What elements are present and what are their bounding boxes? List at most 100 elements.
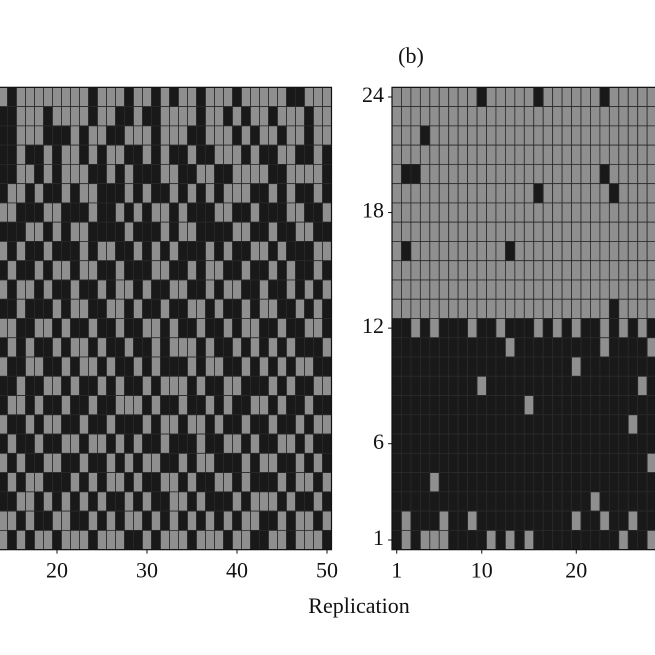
cell — [599, 529, 610, 551]
cell — [16, 279, 26, 300]
cell — [61, 510, 71, 531]
cell — [16, 125, 26, 146]
cell — [313, 452, 323, 473]
cell — [79, 279, 89, 300]
cell — [561, 510, 572, 531]
cell — [286, 395, 296, 416]
cell — [97, 183, 107, 204]
cell — [476, 298, 487, 319]
cell — [514, 183, 525, 204]
cell — [205, 260, 215, 281]
cell — [542, 279, 554, 300]
cell — [133, 395, 143, 416]
cell — [571, 356, 582, 377]
cell — [0, 298, 8, 319]
cell — [205, 356, 215, 377]
cell — [250, 510, 260, 531]
cell — [438, 337, 450, 358]
cell — [286, 279, 296, 300]
cell — [637, 106, 648, 127]
cell — [286, 414, 296, 435]
cell — [608, 529, 620, 551]
cell — [627, 395, 639, 416]
cell — [533, 318, 544, 339]
cell — [124, 86, 134, 108]
cell — [34, 433, 44, 454]
cell — [495, 202, 506, 223]
cell — [580, 337, 591, 358]
cell — [223, 279, 233, 300]
cell — [552, 529, 563, 551]
cell — [599, 491, 610, 512]
cell — [514, 356, 525, 377]
cell — [25, 202, 35, 223]
cell — [88, 318, 98, 339]
cell — [646, 375, 655, 396]
cell — [88, 202, 98, 223]
cell — [599, 144, 610, 165]
cell — [542, 375, 554, 396]
cell — [187, 279, 197, 300]
cell — [250, 221, 260, 242]
cell — [151, 452, 161, 473]
cell — [304, 414, 314, 435]
cell — [313, 221, 323, 242]
cell — [34, 241, 44, 262]
cell — [88, 106, 98, 127]
cell — [618, 318, 629, 339]
cell — [88, 183, 98, 204]
cell — [115, 106, 125, 127]
cell — [178, 375, 188, 396]
cell — [295, 260, 305, 281]
cell — [419, 144, 431, 165]
cell — [495, 491, 506, 512]
cell — [410, 298, 421, 319]
cell — [259, 144, 269, 165]
cell — [79, 144, 89, 165]
cell — [429, 337, 440, 358]
cell — [268, 183, 278, 204]
cell — [124, 510, 134, 531]
cell — [286, 298, 296, 319]
x-tick-label: 50 — [316, 558, 338, 583]
cell — [52, 356, 62, 377]
cell — [241, 356, 251, 377]
cell — [52, 318, 62, 339]
cell — [286, 356, 296, 377]
cell — [561, 337, 572, 358]
cell — [580, 260, 591, 281]
cell — [124, 337, 134, 358]
cell — [429, 433, 440, 454]
cell — [637, 433, 648, 454]
cell — [214, 260, 224, 281]
cell — [106, 433, 116, 454]
cell — [61, 318, 71, 339]
cell — [169, 241, 179, 262]
cell — [115, 279, 125, 300]
cell — [232, 241, 242, 262]
cell — [304, 260, 314, 281]
cell — [286, 433, 296, 454]
cell — [88, 472, 98, 493]
cell — [322, 106, 332, 127]
cell — [214, 106, 224, 127]
cell — [142, 125, 152, 146]
cell — [178, 183, 188, 204]
cell — [514, 202, 525, 223]
cell — [457, 241, 468, 262]
cell — [124, 452, 134, 473]
cell — [504, 337, 516, 358]
cell — [43, 241, 53, 262]
cell — [133, 279, 143, 300]
cell — [25, 414, 35, 435]
cell — [223, 144, 233, 165]
cell — [52, 491, 62, 512]
cell — [401, 279, 412, 300]
cell — [25, 318, 35, 339]
cell — [419, 472, 431, 493]
cell — [268, 144, 278, 165]
cell — [196, 375, 206, 396]
cell — [495, 163, 506, 185]
cell — [277, 356, 287, 377]
cell — [277, 529, 287, 551]
